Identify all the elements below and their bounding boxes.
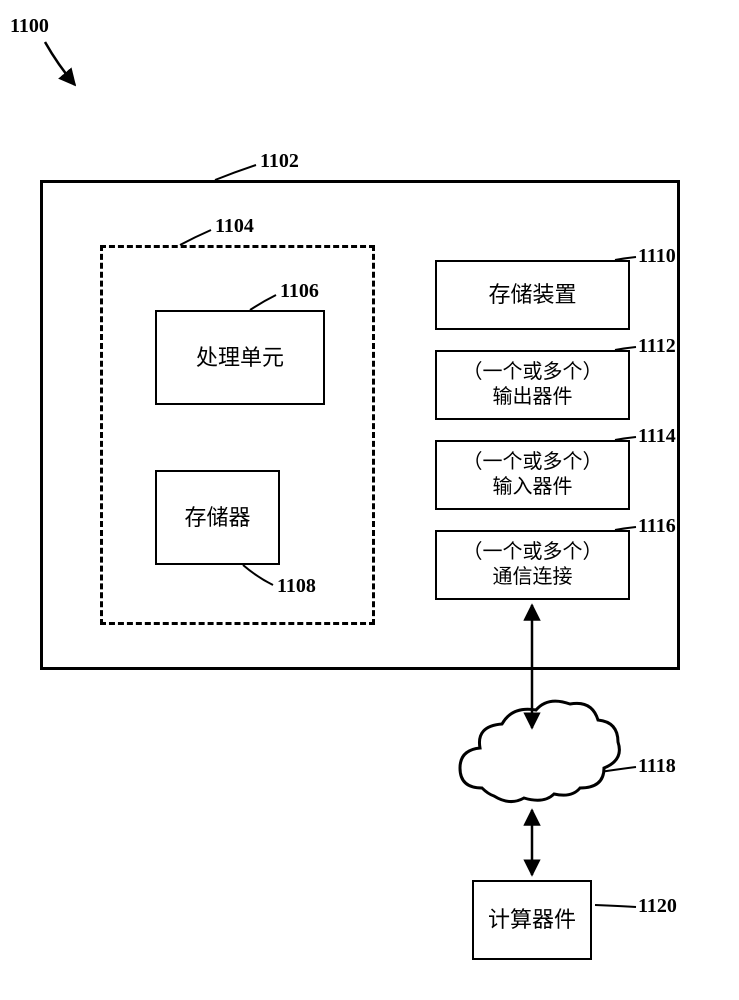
memory-box: 存储器 — [155, 470, 280, 565]
compute-device-box: 计算器件 — [472, 880, 592, 960]
ref-label-outputs: 1112 — [638, 335, 676, 358]
dashed-group-box — [100, 245, 375, 625]
ref-label-outer: 1102 — [260, 150, 299, 173]
outputs-box: （一个或多个） 输出器件 — [435, 350, 630, 420]
ref-label-figure: 1100 — [10, 15, 49, 38]
processing-unit-text: 处理单元 — [196, 344, 284, 372]
ref-label-compute-device: 1120 — [638, 895, 677, 918]
inputs-text-line2: 输入器件 — [493, 475, 573, 500]
outputs-text-line1: （一个或多个） — [463, 360, 603, 385]
storage-text: 存储装置 — [488, 281, 576, 309]
compute-device-text: 计算器件 — [488, 906, 576, 934]
diagram-canvas: 1100 1102 1104 处理单元 1106 存储器 1108 存储装置 1… — [0, 0, 739, 1000]
outputs-text-line2: 输出器件 — [493, 385, 573, 410]
ref-label-dashed: 1104 — [215, 215, 254, 238]
network-text-container: 网络 — [467, 735, 597, 805]
comm-text-line2: 通信连接 — [493, 565, 573, 590]
processing-unit-box: 处理单元 — [155, 310, 325, 405]
ref-label-network: 1118 — [638, 755, 676, 778]
inputs-box: （一个或多个） 输入器件 — [435, 440, 630, 510]
figure-arrow — [45, 42, 75, 85]
ref-label-memory: 1108 — [277, 575, 316, 598]
leader-compute — [595, 905, 636, 907]
network-text: 网络 — [510, 756, 554, 784]
ref-label-storage: 1110 — [638, 245, 676, 268]
ref-label-inputs: 1114 — [638, 425, 676, 448]
ref-label-comm: 1116 — [638, 515, 676, 538]
comm-text-line1: （一个或多个） — [463, 540, 603, 565]
leader-outer — [215, 165, 256, 180]
inputs-text-line1: （一个或多个） — [463, 450, 603, 475]
leader-network — [600, 767, 636, 772]
comm-box: （一个或多个） 通信连接 — [435, 530, 630, 600]
ref-label-processing-unit: 1106 — [280, 280, 319, 303]
memory-text: 存储器 — [184, 504, 250, 532]
storage-box: 存储装置 — [435, 260, 630, 330]
